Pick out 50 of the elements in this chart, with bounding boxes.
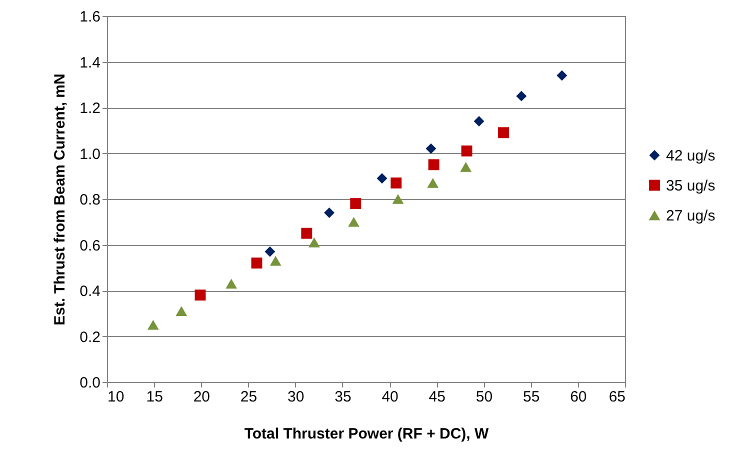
point [516, 90, 527, 102]
point [376, 173, 388, 184]
x-tick-label: 65 [608, 388, 626, 406]
y-tick-label: 0.4 [80, 283, 100, 300]
point [460, 162, 472, 172]
point [251, 258, 262, 269]
y-tick-label: 0.0 [80, 374, 100, 392]
point [428, 159, 440, 170]
point [226, 278, 238, 289]
y-tick-label: 0.8 [80, 192, 100, 208]
y-tick-label: 1.4 [80, 54, 100, 72]
point [348, 216, 360, 227]
point [498, 127, 509, 138]
legend-label: 35 ug/s [666, 177, 716, 194]
y-tick-label: 1.6 [80, 8, 100, 26]
point [147, 320, 159, 330]
point [390, 178, 402, 188]
point [392, 194, 404, 204]
x-tick-label: 10 [108, 388, 124, 406]
x-tick-label: 20 [193, 388, 210, 406]
y-tick-label: 1.2 [80, 100, 100, 117]
x-tick-label: 50 [476, 388, 493, 406]
x-axis-title: Total Thruster Power (RF + DC), W [244, 426, 490, 442]
y-tick-label: 1.0 [80, 146, 100, 163]
point [176, 306, 188, 316]
point [301, 228, 312, 239]
point [308, 238, 320, 248]
legend-label: 27 ug/s [666, 207, 716, 224]
point [270, 256, 282, 266]
point [350, 198, 362, 210]
point [556, 70, 568, 81]
point [474, 116, 484, 126]
x-tick-label: 40 [382, 388, 398, 406]
y-tick-label: 0.6 [80, 237, 100, 254]
point [427, 178, 439, 188]
x-tick-label: 25 [240, 388, 258, 406]
x-tick-label: 60 [570, 388, 587, 406]
point [324, 207, 335, 218]
y-axis-title: Est. Thrust from Beam Current, mN [52, 74, 69, 326]
x-tick-label: 15 [146, 388, 163, 406]
y-tick-label: 0.2 [80, 328, 100, 346]
legend-label: 42 ug/s [666, 147, 716, 164]
x-tick-label: 35 [334, 388, 352, 406]
x-tick-label: 30 [288, 388, 304, 406]
x-tick-label: 55 [522, 388, 540, 406]
point [426, 143, 436, 154]
point [461, 145, 472, 156]
x-tick-label: 45 [428, 388, 446, 406]
point [264, 246, 276, 257]
point [194, 290, 206, 301]
